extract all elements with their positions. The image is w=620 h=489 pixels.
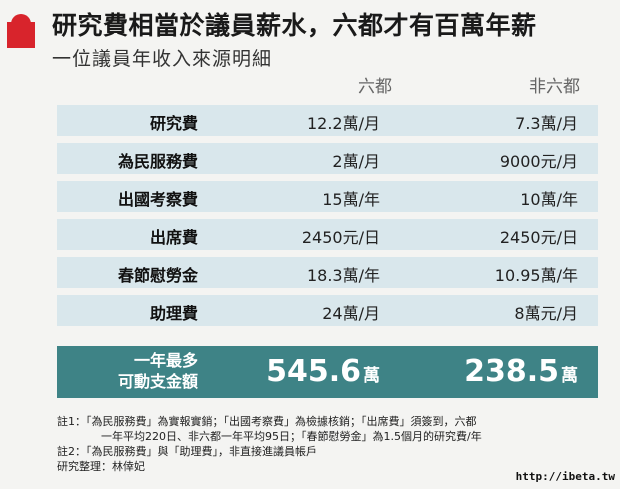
row-label: 出席費 bbox=[149, 228, 198, 247]
six-cities-value: 2450元/日 bbox=[301, 228, 380, 247]
footnotes: 註1：「為民服務費」為實報實銷；「出國考察費」為檢據核銷；「出席費」須簽到，六都… bbox=[57, 414, 482, 474]
total-row: 一年最多 可動支金額 545.6 萬 238.5 萬 bbox=[57, 346, 598, 398]
income-table: 研究費 12.2萬/月 7.3萬/月 為民服務費 2萬/月 9000元/月 出國… bbox=[57, 105, 598, 333]
row-label: 為民服務費 bbox=[117, 152, 198, 171]
total-six-cities-value: 545.6 bbox=[266, 354, 361, 389]
non-six-cities-value: 10.95萬/年 bbox=[494, 266, 578, 285]
footnote-credit: 研究整理：林倖妃 bbox=[57, 460, 145, 473]
footnote-line: 註1：「為民服務費」為實報實銷；「出國考察費」為檢據核銷；「出席費」須簽到，六都 bbox=[57, 415, 477, 428]
table-row: 春節慰勞金 18.3萬/年 10.95萬/年 bbox=[57, 257, 598, 288]
row-label: 春節慰勞金 bbox=[117, 266, 198, 285]
column-header-six-cities: 六都 bbox=[358, 77, 392, 97]
table-row: 研究費 12.2萬/月 7.3萬/月 bbox=[57, 105, 598, 136]
row-label: 出國考察費 bbox=[117, 190, 198, 209]
table-row: 為民服務費 2萬/月 9000元/月 bbox=[57, 143, 598, 174]
non-six-cities-value: 2450元/日 bbox=[499, 228, 578, 247]
footnote-line: 註2：「為民服務費」與「助理費」，非直接進議員帳戶 bbox=[57, 445, 317, 458]
six-cities-value: 15萬/年 bbox=[322, 190, 380, 209]
total-label: 一年最多 可動支金額 bbox=[118, 350, 198, 392]
total-label-line2: 可動支金額 bbox=[117, 372, 198, 391]
six-cities-value: 2萬/月 bbox=[332, 152, 380, 171]
six-cities-value: 18.3萬/年 bbox=[306, 266, 380, 285]
table-row: 助理費 24萬/月 8萬元/月 bbox=[57, 295, 598, 326]
six-cities-value: 12.2萬/月 bbox=[306, 114, 380, 133]
total-label-line1: 一年最多 bbox=[133, 351, 198, 370]
six-cities-value: 24萬/月 bbox=[322, 304, 380, 323]
non-six-cities-value: 10萬/年 bbox=[520, 190, 578, 209]
total-unit: 萬 bbox=[363, 366, 380, 386]
table-row: 出國考察費 15萬/年 10萬/年 bbox=[57, 181, 598, 212]
page-subtitle: 一位議員年收入來源明細 bbox=[52, 48, 273, 70]
row-label: 研究費 bbox=[149, 114, 198, 133]
page-title: 研究費相當於議員薪水，六都才有百萬年薪 bbox=[52, 11, 537, 40]
table-row: 出席費 2450元/日 2450元/日 bbox=[57, 219, 598, 250]
non-six-cities-value: 7.3萬/月 bbox=[515, 114, 578, 133]
title-marker-icon bbox=[7, 14, 35, 48]
column-header-non-six-cities: 非六都 bbox=[529, 77, 580, 97]
total-six-cities: 545.6 萬 bbox=[266, 354, 380, 389]
row-label: 助理費 bbox=[149, 304, 198, 323]
non-six-cities-value: 9000元/月 bbox=[499, 152, 578, 171]
total-unit: 萬 bbox=[561, 366, 578, 386]
footnote-line: 一年平均220日、非六都一年平均95日；「春節慰勞金」為1.5個月的研究費/年 bbox=[101, 430, 482, 443]
watermark-url: http://ibeta.tw bbox=[515, 470, 615, 483]
non-six-cities-value: 8萬元/月 bbox=[514, 304, 578, 323]
total-non-six-cities-value: 238.5 bbox=[464, 354, 559, 389]
total-non-six-cities: 238.5 萬 bbox=[464, 354, 578, 389]
